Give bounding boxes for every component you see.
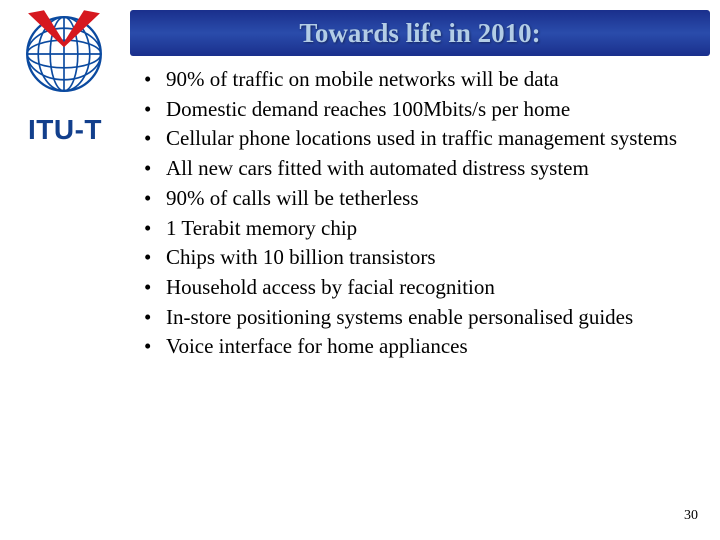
sidebar: ITU-T <box>0 0 130 540</box>
page-number: 30 <box>684 508 698 524</box>
sidebar-label: ITU-T <box>0 114 130 146</box>
title-band: Towards life in 2010: <box>130 10 710 56</box>
list-item: All new cars fitted with automated distr… <box>140 155 700 183</box>
list-item: Domestic demand reaches 100Mbits/s per h… <box>140 96 700 124</box>
list-item: 1 Terabit memory chip <box>140 215 700 243</box>
list-item: Cellular phone locations used in traffic… <box>140 125 700 153</box>
content-area: 90% of traffic on mobile networks will b… <box>140 66 700 363</box>
list-item: Voice interface for home appliances <box>140 333 700 361</box>
bullet-list: 90% of traffic on mobile networks will b… <box>140 66 700 361</box>
list-item: In-store positioning systems enable pers… <box>140 304 700 332</box>
list-item: Household access by facial recognition <box>140 274 700 302</box>
list-item: 90% of calls will be tetherless <box>140 185 700 213</box>
list-item: 90% of traffic on mobile networks will b… <box>140 66 700 94</box>
slide-title: Towards life in 2010: <box>299 18 540 49</box>
itu-logo-icon <box>18 8 112 102</box>
list-item: Chips with 10 billion transistors <box>140 244 700 272</box>
